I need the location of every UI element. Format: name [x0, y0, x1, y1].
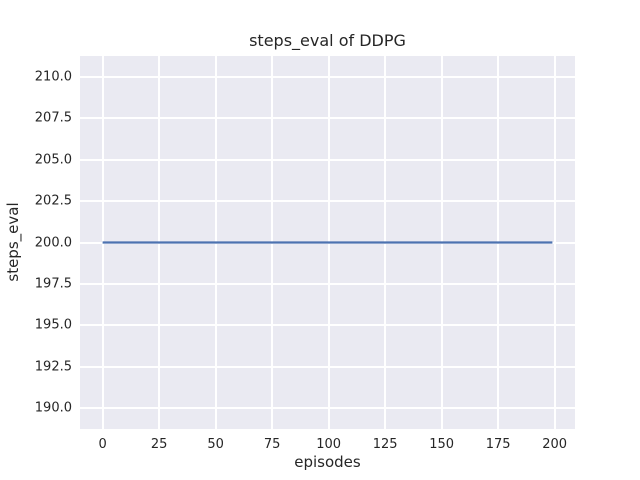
y-tick-label: 197.5: [34, 276, 72, 292]
x-tick-label: 200: [542, 437, 568, 452]
x-tick-label: 75: [263, 437, 281, 452]
gridline-horizontal: [80, 407, 575, 410]
gridline-horizontal: [80, 324, 575, 327]
x-tick-label: 0: [98, 437, 107, 452]
x-tick-label: 125: [372, 437, 398, 452]
y-tick-label: 202.5: [34, 193, 72, 209]
gridline-horizontal: [80, 75, 575, 78]
y-tick-label: 210.0: [34, 69, 72, 85]
x-tick-label: 150: [429, 437, 455, 452]
chart-title: steps_eval of DDPG: [249, 31, 406, 50]
y-tick-label: 190.0: [34, 400, 72, 416]
x-axis-label: episodes: [294, 453, 361, 471]
y-tick-label: 207.5: [34, 110, 72, 126]
x-tick-label: 25: [150, 437, 168, 452]
y-tick-label: 195.0: [34, 317, 72, 333]
y-tick-label: 200.0: [34, 235, 72, 250]
gridline-horizontal: [80, 117, 575, 120]
x-tick-label: 175: [485, 437, 511, 452]
y-tick-label: 205.0: [34, 152, 72, 168]
x-tick-label: 50: [207, 437, 224, 452]
x-tick-label: 100: [316, 437, 342, 452]
gridline-horizontal: [80, 158, 575, 161]
gridline-horizontal: [80, 282, 575, 285]
y-tick-label: 192.5: [34, 359, 72, 375]
plot-area: [80, 56, 575, 429]
gridline-horizontal: [80, 200, 575, 203]
data-series-layer: [102, 241, 553, 244]
gridline-horizontal: [80, 365, 575, 368]
